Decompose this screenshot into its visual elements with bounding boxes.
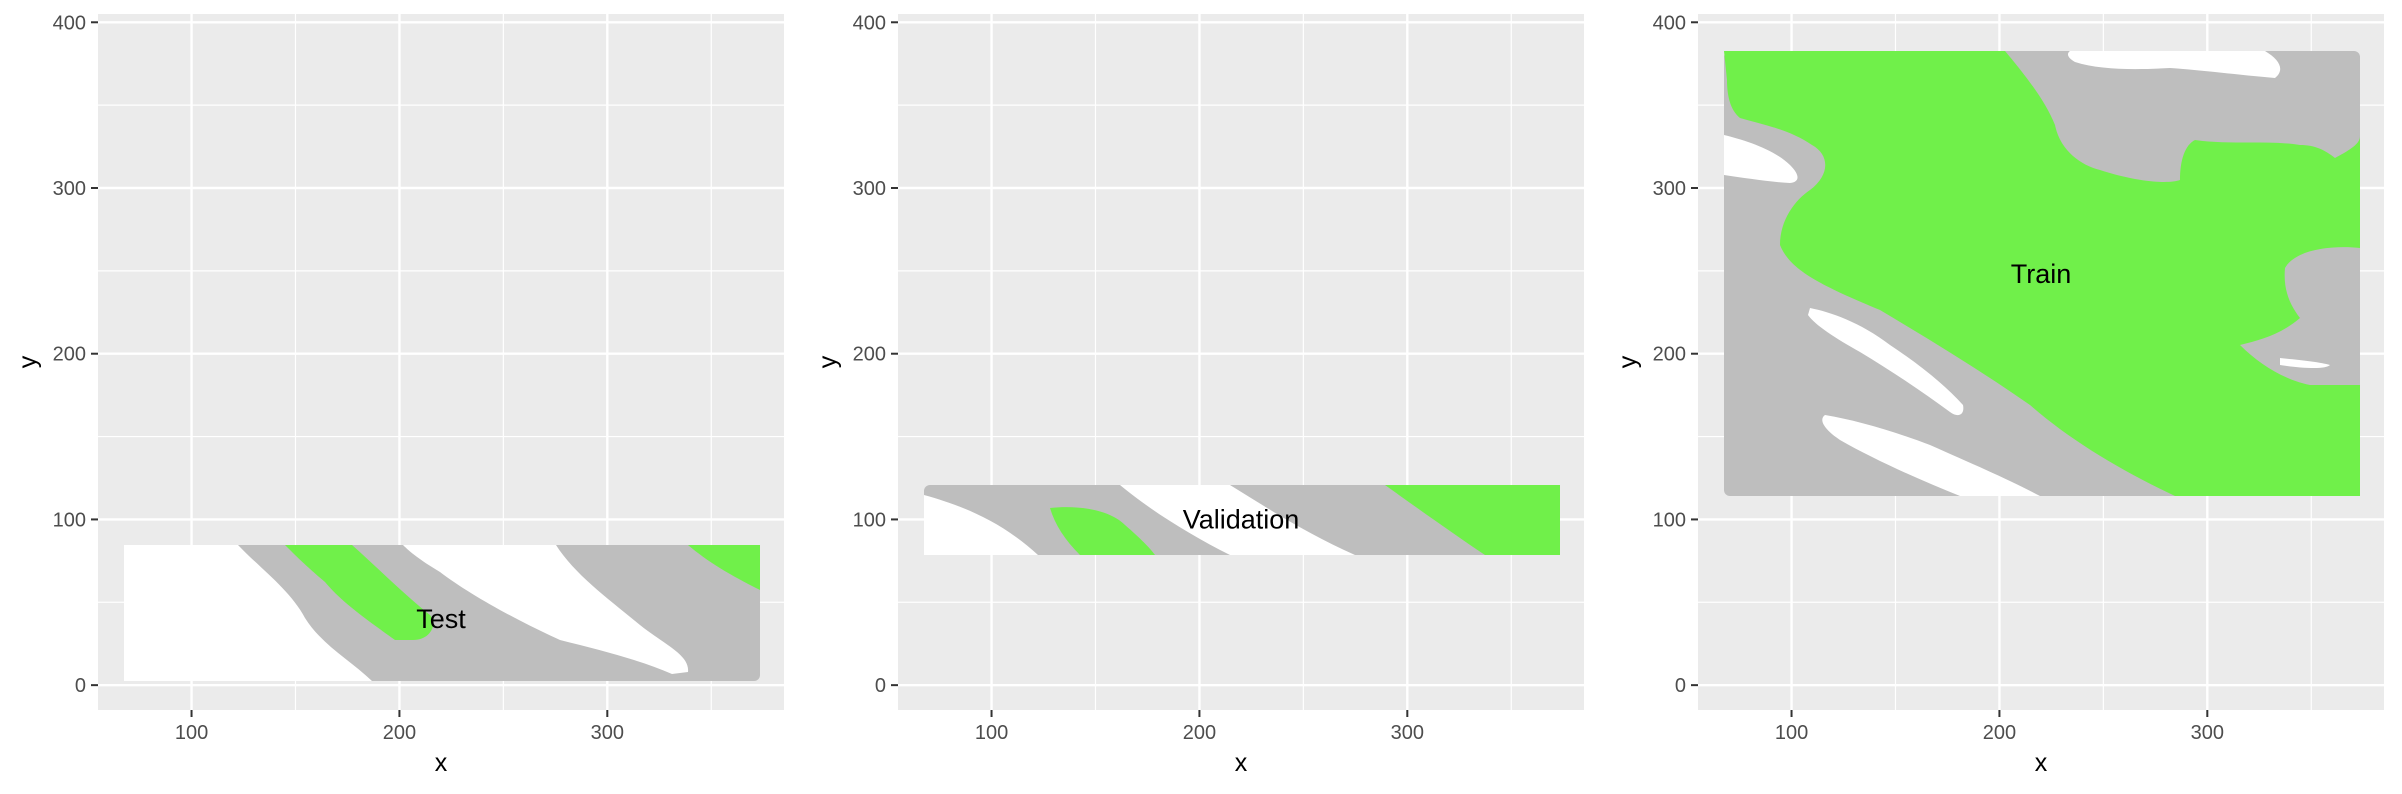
y-tick-label: 200 <box>53 344 86 366</box>
region-label-group: Test <box>416 604 466 634</box>
green-region <box>1724 51 2360 496</box>
x-tick-label: 300 <box>591 722 624 744</box>
white-region <box>2280 358 2330 369</box>
y-tick-label: 0 <box>1675 675 1686 697</box>
y-axis-title: y <box>14 355 42 368</box>
x-tick-label: 100 <box>975 722 1008 744</box>
x-axis-title: x <box>1235 749 1248 777</box>
y-axis-title: y <box>814 355 842 368</box>
region-label: Validation <box>1183 504 1300 534</box>
y-tick-label: 400 <box>53 12 86 34</box>
axis-ticks: 100 200 300 0 100 200 300 400 <box>1653 12 2224 744</box>
x-tick-label: 100 <box>1775 722 1808 744</box>
white-region <box>1120 485 1355 555</box>
y-tick-label: 300 <box>1653 178 1686 200</box>
green-region <box>1385 485 1560 555</box>
x-axis-title: x <box>435 749 448 777</box>
white-region <box>2067 51 2281 78</box>
chart-panel-validation: Validation 100 200 300 0 100 200 300 400 x y <box>814 12 1584 777</box>
white-region <box>1724 135 1798 183</box>
x-tick-label: 300 <box>1391 722 1424 744</box>
y-tick-label: 300 <box>853 178 886 200</box>
region-fill <box>924 485 1560 555</box>
y-tick-label: 200 <box>853 344 886 366</box>
region-fill <box>1724 51 2360 496</box>
y-tick-label: 0 <box>75 675 86 697</box>
green-region <box>688 545 760 590</box>
y-tick-label: 400 <box>1653 12 1686 34</box>
region-label-group: Train <box>2011 259 2072 289</box>
chart-panel-test: Test 100 200 300 0 100 200 300 400 x y <box>14 12 784 777</box>
region-label: Test <box>416 604 466 634</box>
x-tick-label: 200 <box>1983 722 2016 744</box>
region-label-group: Validation <box>1183 504 1300 534</box>
chart-panel-train: Train 100 200 300 0 100 200 300 400 x y <box>1614 12 2384 777</box>
x-tick-label: 100 <box>175 722 208 744</box>
y-axis-title: y <box>1614 355 1642 368</box>
axis-ticks: 100 200 300 0 100 200 300 400 <box>53 12 624 744</box>
green-region <box>1050 507 1155 555</box>
white-region <box>124 545 372 681</box>
x-tick-label: 200 <box>1183 722 1216 744</box>
white-region <box>924 495 1038 555</box>
y-tick-label: 100 <box>853 509 886 531</box>
region-label: Train <box>2011 259 2072 289</box>
y-tick-label: 400 <box>853 12 886 34</box>
panel-background <box>898 14 1584 710</box>
white-region <box>1808 308 1964 416</box>
white-region <box>403 545 689 674</box>
y-tick-label: 300 <box>53 178 86 200</box>
axis-ticks: 100 200 300 0 100 200 300 400 <box>853 12 1424 744</box>
y-tick-label: 0 <box>875 675 886 697</box>
x-axis-title: x <box>2035 749 2048 777</box>
y-tick-label: 200 <box>1653 344 1686 366</box>
y-tick-label: 100 <box>53 509 86 531</box>
green-region <box>285 545 434 640</box>
y-tick-label: 100 <box>1653 509 1686 531</box>
white-region <box>1822 415 2040 496</box>
x-tick-label: 300 <box>2191 722 2224 744</box>
region-fill <box>124 545 760 681</box>
x-tick-label: 200 <box>383 722 416 744</box>
